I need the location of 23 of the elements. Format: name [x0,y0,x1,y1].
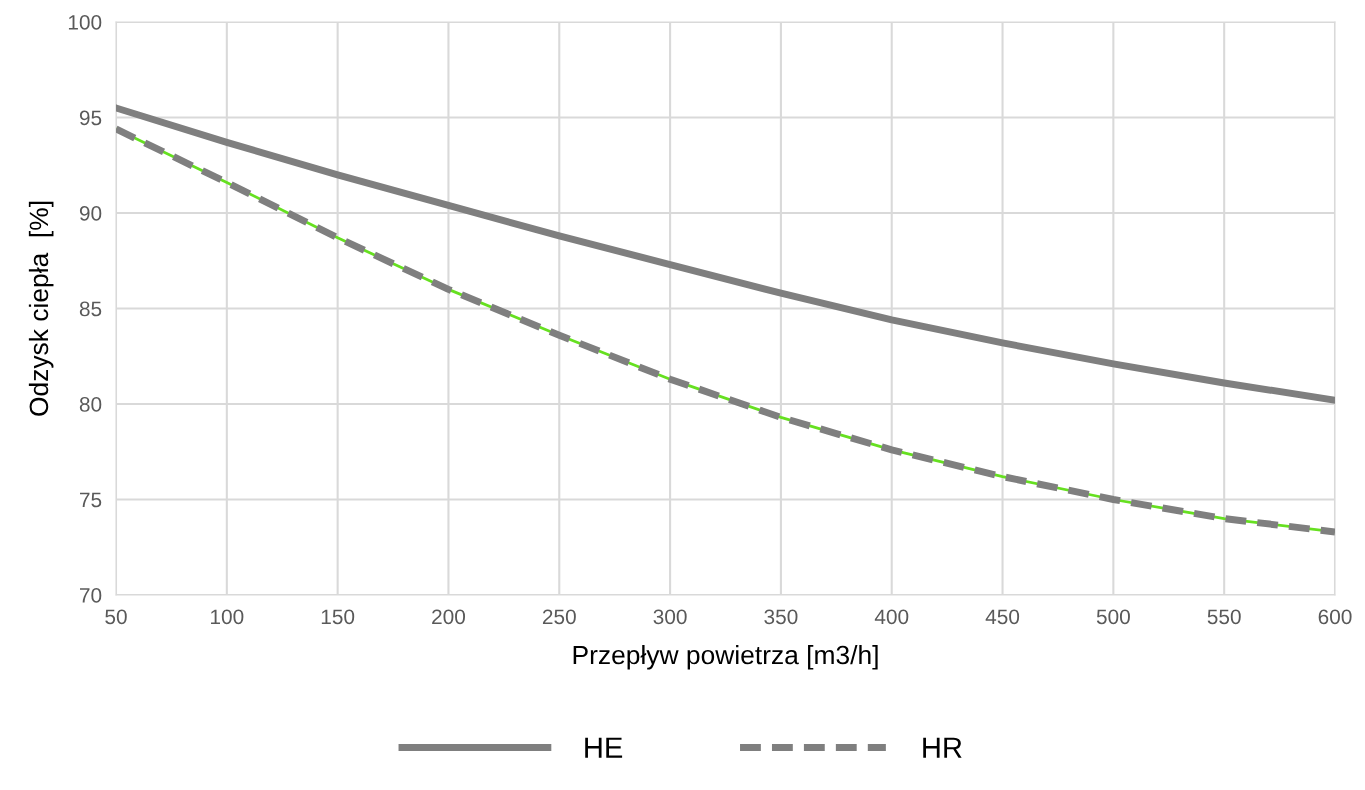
x-tick-label: 250 [542,609,576,625]
y-tick-label: 75 [80,492,102,508]
x-tick-label: 450 [985,609,1020,625]
x-axis-title: Przepływ powietrza [m3/h] [573,644,878,670]
y-tick-label: 100 [68,15,102,30]
x-tick-label: 400 [874,609,909,625]
y-tick-label: 90 [79,206,102,221]
x-tick-label: 550 [1207,609,1241,625]
y-tick-label: 80 [79,397,102,412]
y-tick-label: 95 [79,110,102,126]
x-tick-label: 100 [211,609,244,625]
x-tick-label: 300 [653,609,687,625]
x-tick-label: 500 [1096,609,1130,625]
x-tick-label: 600 [1318,609,1352,625]
x-tick-label: 50 [105,609,127,625]
y-axis-title: Odzysk ciepła [%] [28,201,54,416]
y-tick-label: 70 [80,588,102,603]
legend-label: HR [923,737,962,758]
legend-label: HE [585,737,623,758]
x-tick-label: 350 [764,609,798,625]
x-tick-label: 200 [432,609,466,625]
x-tick-label: 150 [321,609,355,625]
y-tick-label: 85 [79,301,102,317]
